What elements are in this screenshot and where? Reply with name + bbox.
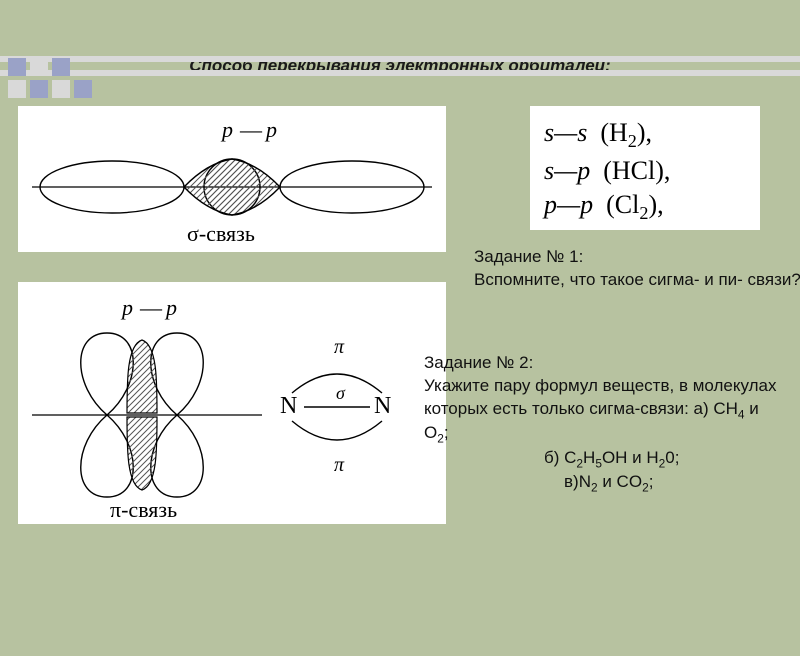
svg-text:N: N — [374, 393, 391, 419]
pi-bond-figure: p — p π-связь π N σ N π — [18, 282, 446, 524]
svg-text:N: N — [280, 393, 297, 419]
task-2: Задание № 2: Укажите пару формул веществ… — [424, 352, 784, 496]
task-2-body: Укажите пару формул веществ, в молекулах… — [424, 375, 784, 447]
svg-text:π: π — [334, 454, 345, 476]
svg-text:σ: σ — [336, 383, 346, 403]
task-1: Задание № 1: Вспомните, что такое сигма-… — [474, 246, 800, 292]
task-2-option-c: в)N2 и CO2; — [424, 471, 784, 495]
task-1-heading: Задание № 1: — [474, 246, 800, 269]
svg-text:p: p — [264, 117, 277, 142]
task-2-heading: Задание № 2: — [424, 352, 784, 375]
svg-text:—: — — [139, 295, 163, 320]
svg-text:p: p — [164, 295, 177, 320]
formula-line-3: p—p (Cl2), — [544, 188, 746, 226]
svg-text:π-связь: π-связь — [110, 497, 177, 521]
svg-text:p: p — [120, 295, 133, 320]
tasks-block: Задание № 1: Вспомните, что такое сигма-… — [474, 272, 800, 524]
formula-line-1: s—s (H2), — [544, 116, 746, 154]
svg-text:σ-связь: σ-связь — [187, 221, 255, 246]
svg-text:—: — — [239, 117, 263, 142]
task-2-option-b: б) C2H5OH и H20; — [424, 447, 784, 471]
sigma-bond-figure: p — p σ-связь — [18, 106, 446, 252]
content-grid: p — p σ-связь s—s (H2), s—p (HCl), p—p (… — [0, 106, 800, 524]
slide-title: Способ перекрывания электронных орбитале… — [0, 56, 800, 76]
bond-types-formulas: s—s (H2), s—p (HCl), p—p (Cl2), — [530, 106, 760, 230]
task-1-text: Вспомните, что такое сигма- и пи- связи? — [474, 269, 800, 292]
svg-text:π: π — [334, 336, 345, 358]
svg-text:p: p — [220, 117, 233, 142]
formula-line-2: s—p (HCl), — [544, 154, 746, 188]
